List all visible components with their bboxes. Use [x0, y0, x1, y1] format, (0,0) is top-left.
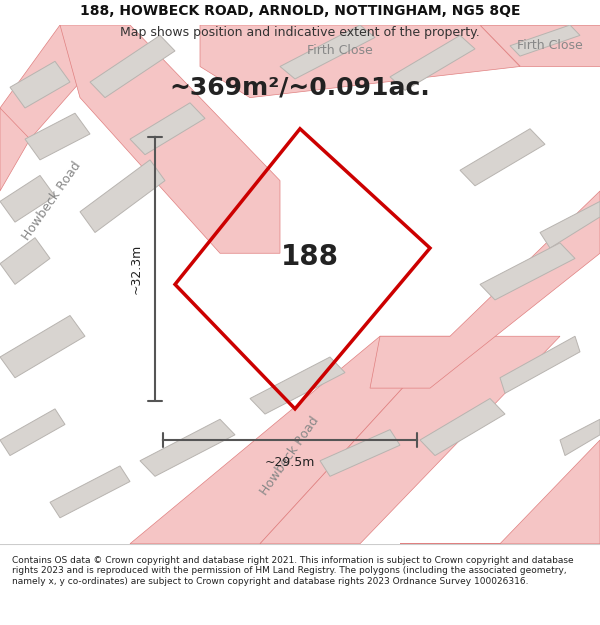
Polygon shape: [250, 357, 345, 414]
Polygon shape: [460, 129, 545, 186]
Polygon shape: [280, 25, 375, 79]
Polygon shape: [140, 419, 235, 476]
Polygon shape: [0, 409, 65, 456]
Polygon shape: [0, 25, 130, 139]
Text: Firth Close: Firth Close: [517, 39, 583, 52]
Polygon shape: [25, 113, 90, 160]
Polygon shape: [420, 399, 505, 456]
Polygon shape: [0, 176, 55, 222]
Text: Firth Close: Firth Close: [307, 44, 373, 58]
Polygon shape: [90, 36, 175, 98]
Text: Contains OS data © Crown copyright and database right 2021. This information is : Contains OS data © Crown copyright and d…: [12, 556, 574, 586]
Polygon shape: [390, 36, 475, 91]
Polygon shape: [480, 25, 600, 66]
Polygon shape: [0, 316, 85, 378]
Polygon shape: [500, 336, 580, 393]
Text: Map shows position and indicative extent of the property.: Map shows position and indicative extent…: [120, 26, 480, 39]
Polygon shape: [130, 336, 450, 544]
Polygon shape: [0, 108, 30, 191]
Polygon shape: [130, 102, 205, 154]
Polygon shape: [260, 336, 560, 544]
Polygon shape: [480, 243, 575, 300]
Polygon shape: [510, 25, 580, 56]
Polygon shape: [560, 419, 600, 456]
Text: 188: 188: [281, 243, 339, 271]
Text: Howbeck Road: Howbeck Road: [258, 414, 322, 498]
Polygon shape: [80, 160, 165, 232]
Polygon shape: [60, 25, 280, 253]
Polygon shape: [0, 238, 50, 284]
Polygon shape: [10, 61, 70, 108]
Polygon shape: [540, 201, 600, 248]
Polygon shape: [370, 191, 600, 388]
Text: 188, HOWBECK ROAD, ARNOLD, NOTTINGHAM, NG5 8QE: 188, HOWBECK ROAD, ARNOLD, NOTTINGHAM, N…: [80, 4, 520, 18]
Text: ~32.3m: ~32.3m: [130, 244, 143, 294]
Polygon shape: [320, 429, 400, 476]
Text: Howbeck Road: Howbeck Road: [20, 159, 84, 243]
Polygon shape: [200, 25, 520, 98]
Polygon shape: [50, 466, 130, 518]
Text: ~29.5m: ~29.5m: [265, 456, 315, 469]
Text: ~369m²/~0.091ac.: ~369m²/~0.091ac.: [170, 75, 430, 99]
Polygon shape: [400, 440, 600, 544]
